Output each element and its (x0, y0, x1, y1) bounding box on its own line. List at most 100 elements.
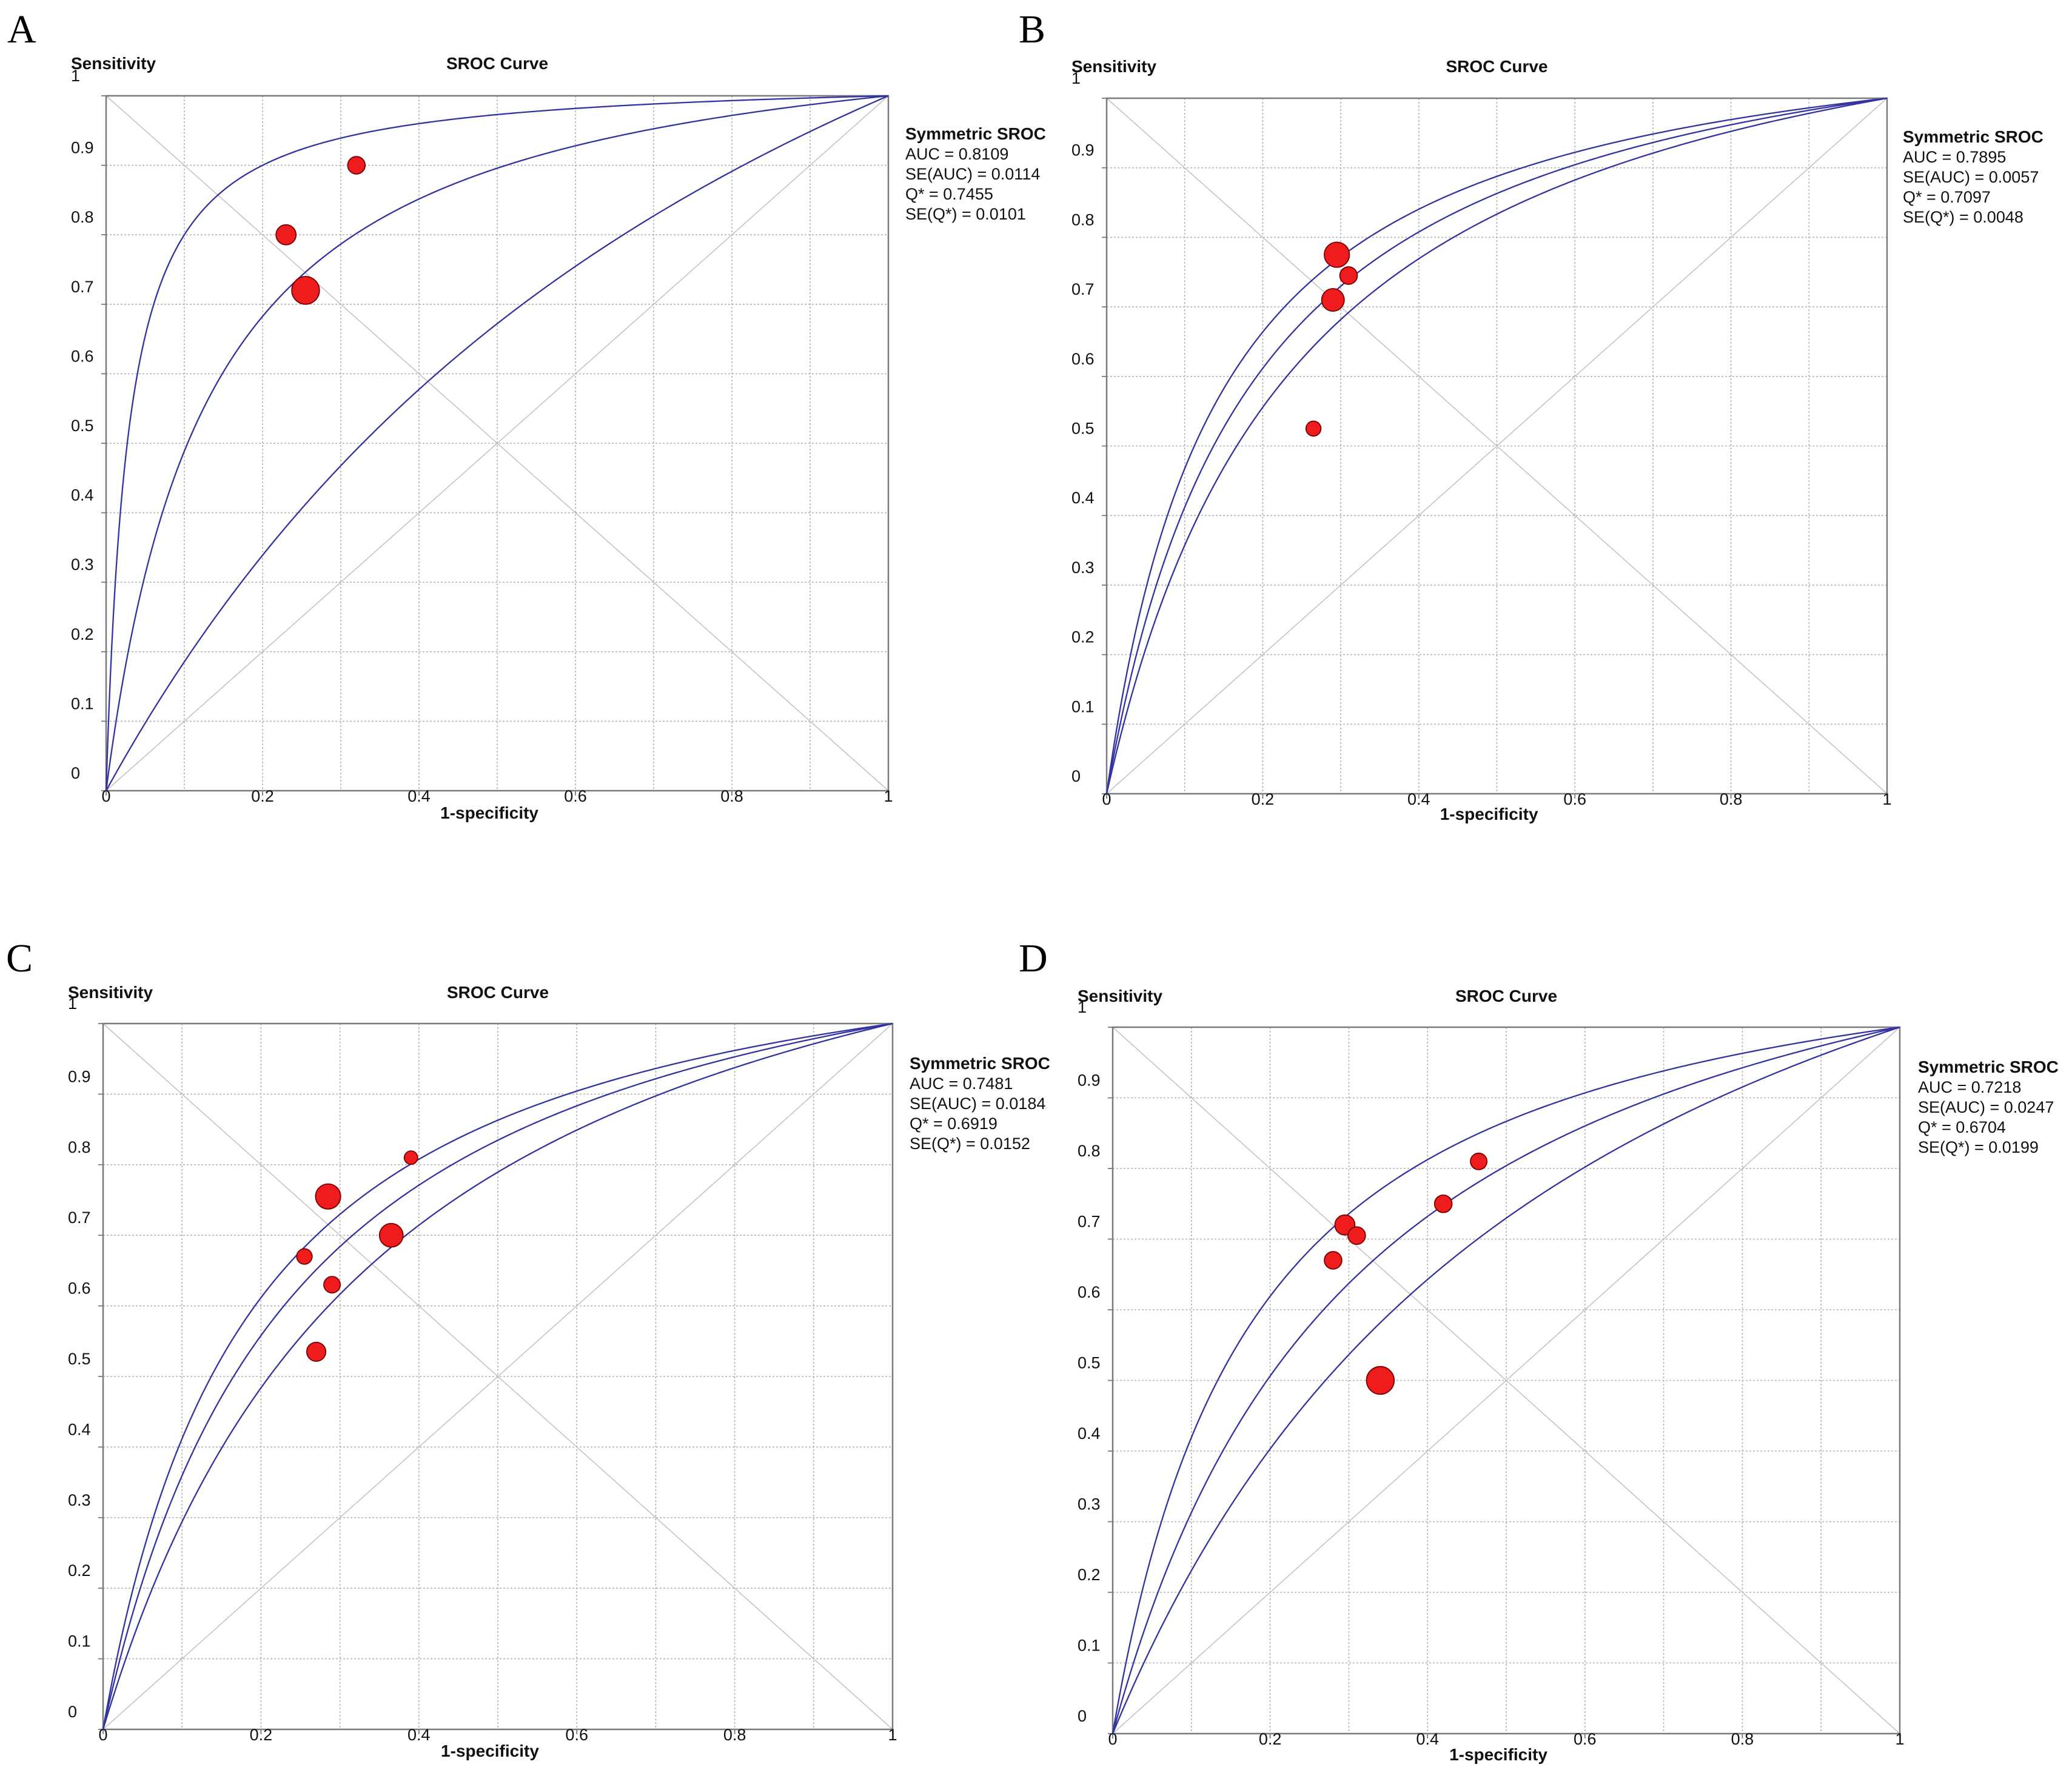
study-point (378, 1222, 404, 1248)
y-tick-label: 0.8 (1071, 210, 1095, 229)
y-tick-label: 0.2 (1071, 628, 1095, 646)
y-tick-label: 0 (68, 1703, 77, 1721)
x-tick-label: 0.2 (250, 1726, 273, 1744)
y-tick-label: 0 (1078, 1707, 1087, 1725)
stats-line: AUC = 0.8109 (905, 145, 1008, 163)
q-star-diagonal (102, 1023, 893, 1730)
x-tick-label: 0.6 (1574, 1730, 1597, 1748)
y-tick-label: 0.9 (71, 139, 94, 157)
x-tick-label: 0 (1102, 790, 1111, 808)
y-tick-label: 0.1 (1071, 697, 1095, 716)
x-tick-label: 0 (101, 787, 110, 805)
stats-line: SE(AUC) = 0.0114 (905, 165, 1040, 183)
stats-title: Symmetric SROC (1918, 1058, 2059, 1076)
y-axis-label: Sensitivity (1078, 987, 1162, 1005)
y-axis-label: Sensitivity (68, 983, 153, 1002)
x-tick-label: 0 (1108, 1730, 1117, 1748)
y-tick-label: 0.3 (68, 1491, 91, 1509)
panel-letter: C (6, 936, 33, 981)
x-axis-label: 1-specificity (1440, 805, 1538, 823)
x-axis-label: 1-specificity (440, 803, 538, 822)
panel-letter: B (1019, 7, 1045, 52)
x-tick-label: 0.2 (1259, 1730, 1282, 1748)
y-tick-label: 0 (71, 764, 80, 782)
y-tick-label: 0.8 (1078, 1142, 1101, 1160)
y-tick-label: 0.5 (1071, 420, 1095, 438)
y-tick-label: 0.5 (68, 1350, 91, 1368)
y-tick-label: 0.4 (71, 486, 94, 505)
y-tick-label: 0.5 (71, 417, 94, 435)
sroc-curve-center (102, 1022, 893, 1730)
sroc-curve-lower-ci (105, 95, 889, 791)
y-tick-label: 0.6 (1071, 350, 1095, 368)
y-tick-label: 0.4 (1071, 489, 1095, 507)
x-tick-label: 1 (888, 1726, 897, 1744)
y-tick-label: 0.2 (1078, 1566, 1101, 1584)
y-tick-label: 0.1 (1078, 1637, 1101, 1655)
y-tick-label: 0.3 (71, 555, 94, 574)
x-tick-label: 0.8 (1731, 1730, 1754, 1748)
y-tick-label: 0.2 (71, 625, 94, 643)
panel-letter: D (1019, 936, 1048, 981)
x-tick-label: 0.2 (251, 787, 274, 805)
study-point (315, 1183, 341, 1210)
study-point (1321, 288, 1345, 312)
sroc-curve-upper-ci (105, 95, 889, 791)
stats-line: Q* = 0.7097 (1903, 188, 1991, 206)
q-star-diagonal (1106, 98, 1888, 794)
y-tick-label: 0.4 (1078, 1424, 1101, 1443)
study-point (1324, 1251, 1343, 1270)
study-point (1433, 1194, 1453, 1213)
study-point (296, 1248, 313, 1265)
x-tick-label: 1 (1882, 790, 1891, 808)
y-tick-label: 0.3 (1078, 1495, 1101, 1514)
chart-title: SROC Curve (446, 54, 548, 73)
sroc-curve-center (1105, 97, 1888, 794)
chart-title: SROC Curve (1446, 57, 1547, 76)
x-tick-label: 0 (98, 1726, 107, 1744)
panel-letter: A (7, 7, 36, 52)
x-tick-label: 0.4 (1407, 790, 1430, 808)
y-tick-label: 0.7 (71, 278, 94, 296)
stats-line: Q* = 0.7455 (905, 185, 993, 203)
y-tick-label: 0 (1071, 767, 1081, 785)
stats-line: AUC = 0.7481 (910, 1074, 1013, 1093)
stats-line: Q* = 0.6919 (910, 1115, 997, 1133)
y-tick-label: 0.7 (68, 1208, 91, 1227)
sroc-curve-upper-ci (1111, 1026, 1900, 1734)
y-tick-label: 0.4 (68, 1420, 91, 1438)
y-axis-label: Sensitivity (71, 54, 156, 73)
stats-line: SE(Q*) = 0.0101 (905, 205, 1026, 223)
q-star-diagonal (1112, 1027, 1900, 1734)
sroc-panel-b: B Sensitivity SROC Curve 0 0.1 0.2 0.3 0.4 0.5 0.… (1019, 7, 2044, 823)
chart-title: SROC Curve (447, 983, 549, 1002)
study-point (323, 1276, 341, 1294)
y-tick-label: 0.9 (1078, 1071, 1101, 1090)
sroc-curve-center (1111, 1026, 1900, 1734)
y-tick-label: 0.7 (1078, 1213, 1101, 1231)
x-tick-label: 0.4 (407, 1726, 431, 1744)
y-tick-label: 1 (71, 67, 80, 85)
chart-title: SROC Curve (1455, 987, 1557, 1005)
y-tick-label: 1 (68, 994, 77, 1013)
sroc-curve-upper-ci (1105, 97, 1888, 794)
study-point (403, 1150, 418, 1165)
sroc-curve-lower-ci (102, 1022, 893, 1730)
y-tick-label: 0.1 (68, 1632, 91, 1651)
study-point (1305, 420, 1322, 437)
sroc-panel-a: A Sensitivity SROC Curve 0 0.1 0.2 0.3 0.4 0.5 0.… (7, 7, 1046, 822)
study-point (291, 276, 320, 305)
y-tick-label: 0.6 (68, 1279, 91, 1298)
sroc-curve-lower-ci (1105, 97, 1888, 794)
sroc-panel-d: D Sensitivity SROC Curve 0 0.1 0.2 0.3 0.4 0.5 0.… (1019, 936, 2059, 1764)
study-point (275, 224, 297, 246)
y-tick-label: 0.6 (1078, 1283, 1101, 1301)
y-tick-label: 1 (1078, 998, 1087, 1016)
stats-line: SE(Q*) = 0.0199 (1918, 1138, 2039, 1156)
x-tick-label: 0.8 (1720, 790, 1743, 808)
stats-line: AUC = 0.7895 (1903, 148, 2006, 166)
stats-line: SE(AUC) = 0.0184 (910, 1095, 1045, 1113)
x-axis-label: 1-specificity (441, 1742, 539, 1760)
stats-title: Symmetric SROC (1903, 127, 2044, 146)
